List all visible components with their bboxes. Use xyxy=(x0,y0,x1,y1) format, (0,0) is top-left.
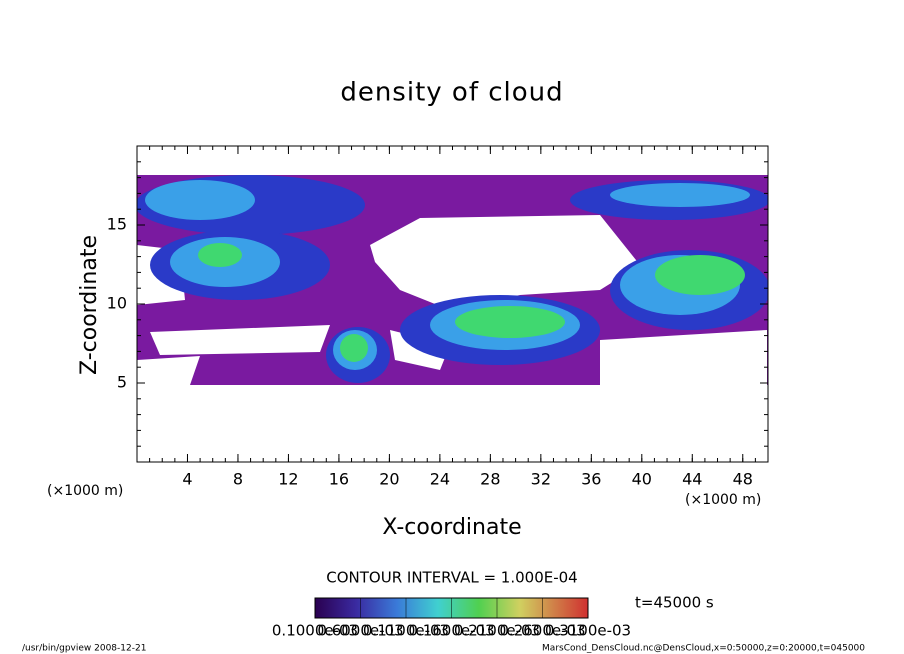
chart-title: density of cloud xyxy=(340,78,563,108)
x-tick-label: 12 xyxy=(278,470,298,489)
colorbar-label: 0.1000e-03 xyxy=(272,622,358,640)
x-tick-label: 24 xyxy=(430,470,450,489)
x-tick-label: 16 xyxy=(329,470,349,489)
x-tick-label: 48 xyxy=(733,470,753,489)
x-unit-label: (×1000 m) xyxy=(47,483,123,499)
footer-right: MarsCond_DensCloud.nc@DensCloud,x=0:5000… xyxy=(542,644,865,654)
y-axis-label: Z-coordinate xyxy=(77,235,102,375)
time-label: t=45000 s xyxy=(635,594,714,612)
x-tick-label: 4 xyxy=(182,470,192,489)
x-tick-label: 20 xyxy=(379,470,399,489)
x-unit-label: (×1000 m) xyxy=(685,492,761,508)
x-tick-label: 8 xyxy=(233,470,243,489)
colorbar-label: 0.3100e-03 xyxy=(545,622,631,640)
x-tick-label: 36 xyxy=(581,470,601,489)
y-tick-label: 15 xyxy=(107,215,127,234)
colorbar-label: 0.2600e-03 xyxy=(499,622,585,640)
x-tick-label: 44 xyxy=(682,470,702,489)
x-tick-label: 28 xyxy=(480,470,500,489)
colorbar-label: 0.1600e-03 xyxy=(408,622,494,640)
x-axis-label: X-coordinate xyxy=(382,515,521,540)
colorbar-label: 0.6000e-03 xyxy=(317,622,403,640)
x-tick-label: 40 xyxy=(632,470,652,489)
contour-field xyxy=(137,175,768,385)
x-tick-label: 32 xyxy=(531,470,551,489)
contour-interval: CONTOUR INTERVAL = 1.000E-04 xyxy=(326,569,577,587)
y-tick-label: 5 xyxy=(117,373,127,392)
footer-left: /usr/bin/gpview 2008-12-21 xyxy=(22,644,146,654)
y-tick-label: 10 xyxy=(107,294,127,313)
colorbar-label: 0.2100e-03 xyxy=(454,622,540,640)
colorbar-label: 0.1100e-03 xyxy=(363,622,449,640)
